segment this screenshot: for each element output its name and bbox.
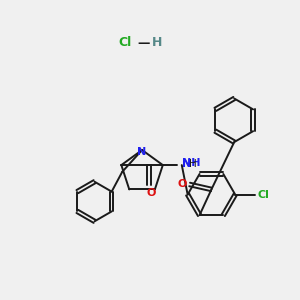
Text: Cl: Cl — [258, 190, 270, 200]
Text: H: H — [152, 37, 162, 50]
Text: Cl: Cl — [118, 37, 131, 50]
Text: —: — — [137, 37, 149, 50]
Text: NH: NH — [182, 158, 200, 168]
Text: H: H — [189, 159, 196, 169]
Text: N: N — [182, 159, 191, 169]
Text: N: N — [137, 147, 147, 157]
Text: O: O — [146, 188, 156, 198]
Text: O: O — [177, 179, 186, 190]
